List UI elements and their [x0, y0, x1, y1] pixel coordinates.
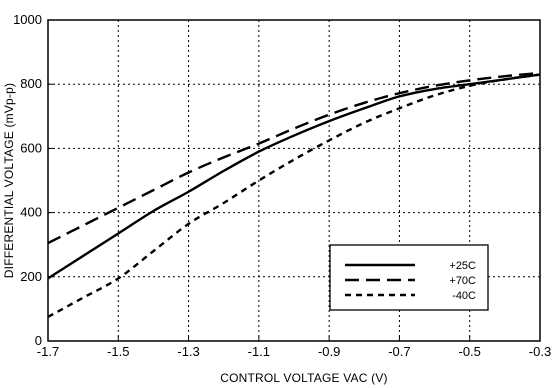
legend-label: -40C — [452, 290, 476, 302]
y-tick-label: 400 — [20, 205, 42, 220]
x-tick-label: -1.1 — [248, 344, 270, 359]
series-line-1 — [47, 73, 541, 280]
series-line-2 — [47, 71, 541, 245]
legend-label: +25C — [449, 260, 476, 272]
x-tick-label: -0.9 — [318, 344, 340, 359]
series-lines — [47, 71, 541, 318]
x-tick-label: -0.7 — [388, 344, 410, 359]
y-tick-label: 0 — [35, 333, 42, 348]
series-line-3 — [47, 73, 541, 318]
legend-box — [329, 244, 489, 311]
y-tick-label: 800 — [20, 76, 42, 91]
y-tick-label: 1000 — [13, 12, 42, 27]
x-tick-label: -0.3 — [529, 344, 551, 359]
x-tick-label: -1.3 — [177, 344, 199, 359]
grid-lines — [48, 20, 540, 341]
y-axis-ticks: 0 200 400 600 800 1000 — [13, 12, 53, 348]
x-tick-label: -1.5 — [107, 344, 129, 359]
legend-label: +70C — [449, 275, 476, 287]
x-axis-ticks: -1.7 -1.5 -1.3 -1.1 -0.9 -0.7 -0.5 -0.3 — [37, 336, 551, 359]
legend: +25C +70C -40C — [329, 244, 489, 311]
x-tick-label: -0.5 — [459, 344, 481, 359]
y-tick-label: 200 — [20, 269, 42, 284]
x-tick-label: -1.7 — [37, 344, 59, 359]
x-axis-label: CONTROL VOLTAGE VAC (V) — [220, 371, 388, 385]
y-tick-label: 600 — [20, 140, 42, 155]
y-axis-label: DIFFERENTIAL VOLTAGE (mVp-p) — [2, 83, 16, 278]
plot-frame — [47, 19, 541, 342]
